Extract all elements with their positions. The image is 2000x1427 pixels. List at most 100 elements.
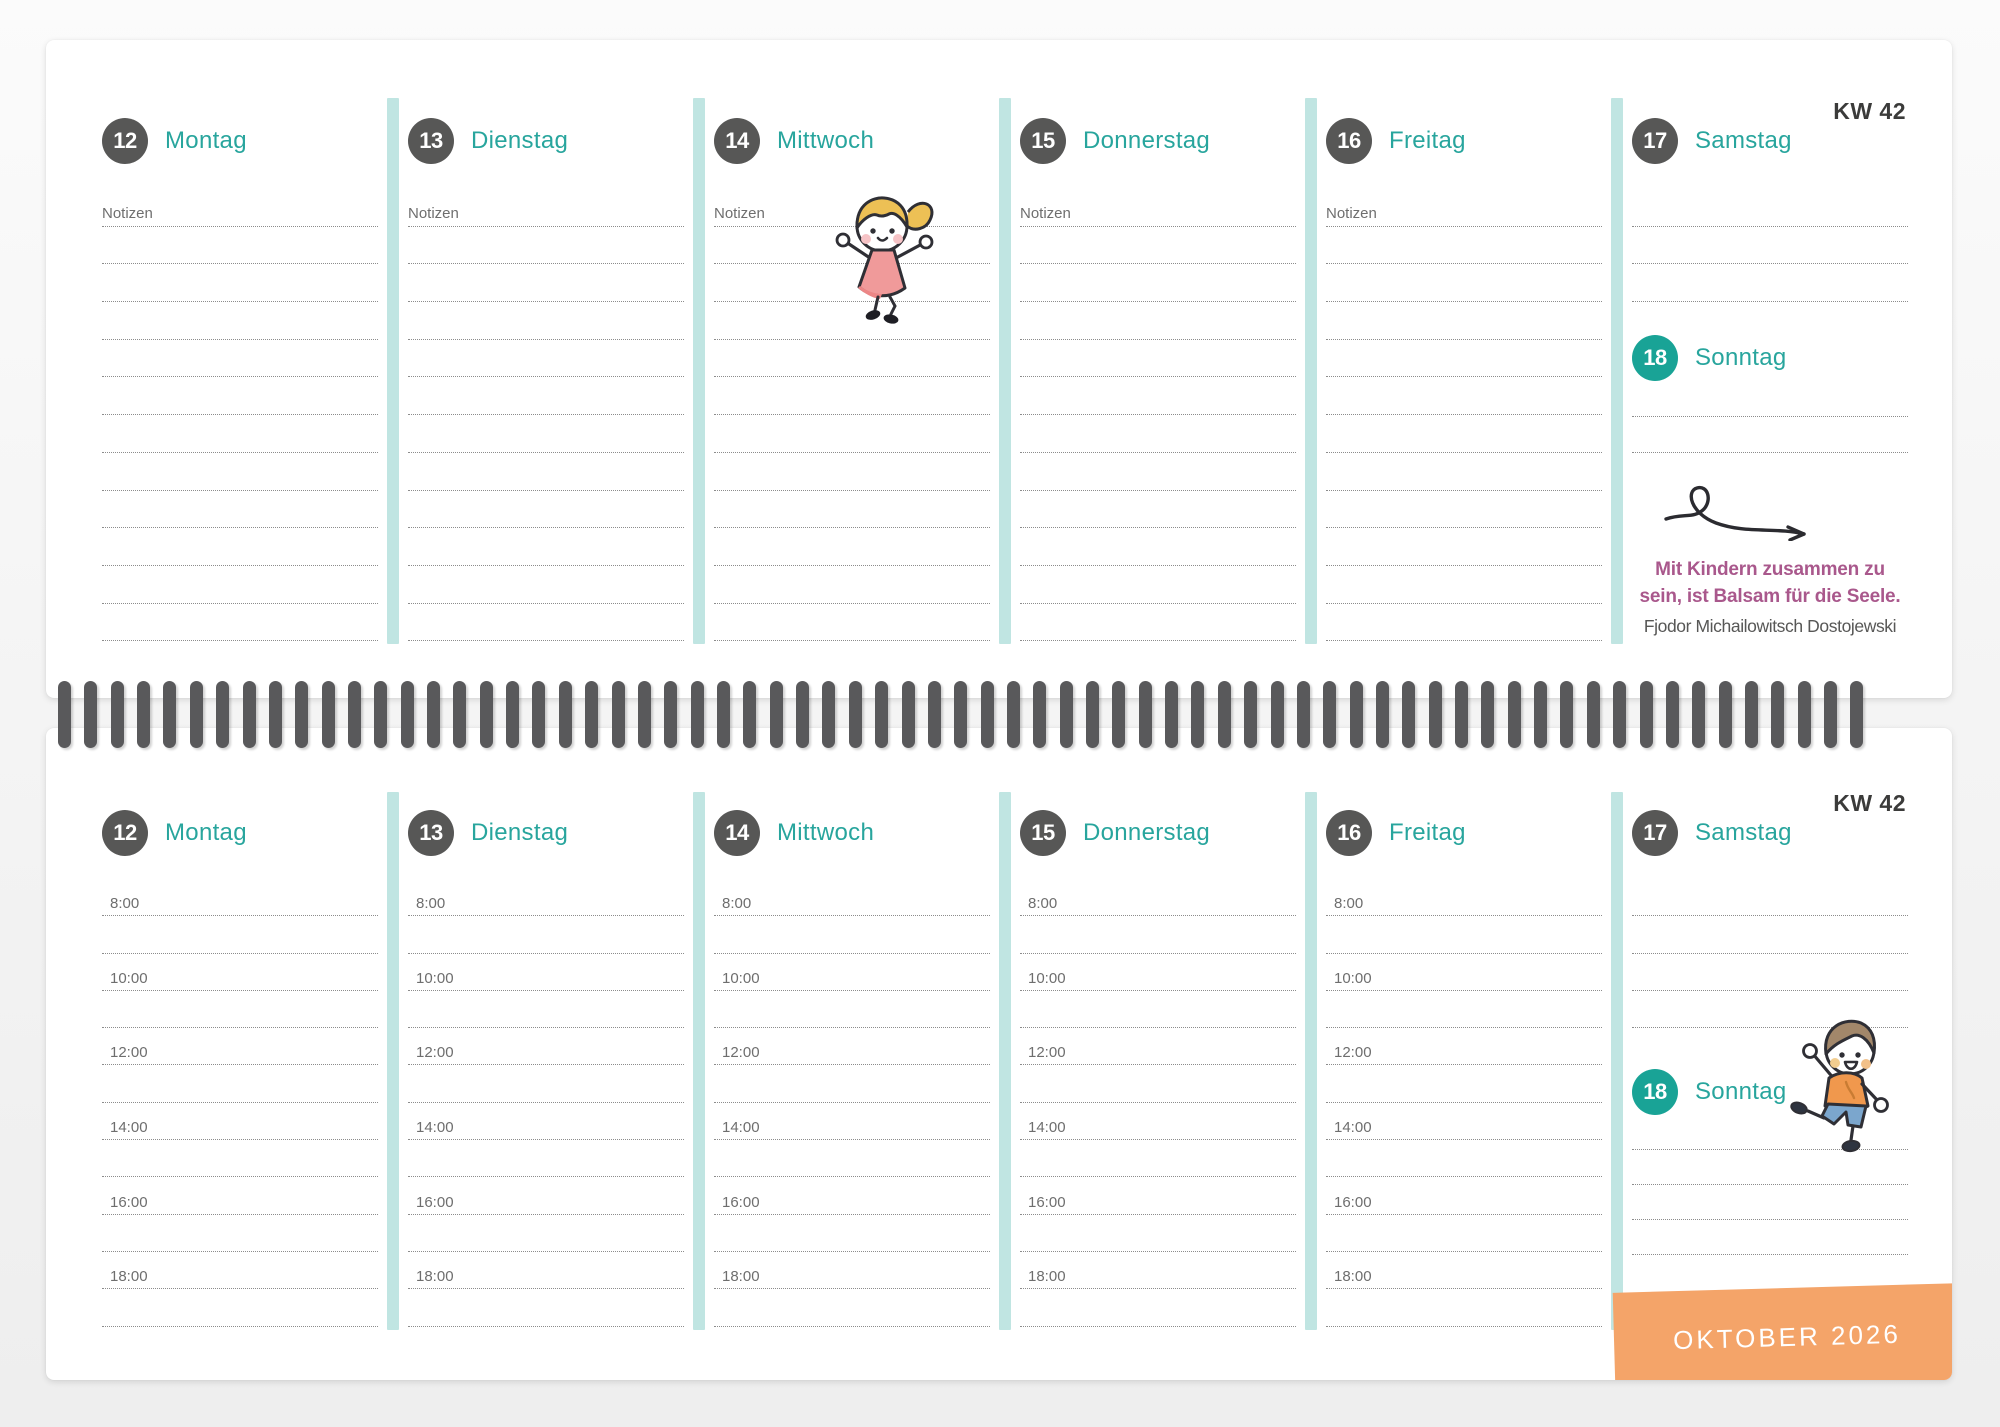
ruled-line: [1632, 1150, 1908, 1186]
ruled-line: [714, 916, 990, 954]
day-number-badge: 18: [1632, 1069, 1678, 1116]
ruled-line: [102, 1289, 378, 1327]
notes-label: Notizen: [102, 205, 153, 222]
ruled-line: [1020, 415, 1296, 453]
binding-ring: [427, 681, 441, 748]
day-name-label: Freitag: [1389, 127, 1466, 154]
binding-ring: [110, 681, 124, 748]
notes-label: Notizen: [1020, 205, 1071, 222]
ruled-line: [1020, 377, 1296, 416]
binding-ring: [1507, 681, 1521, 748]
ruled-line: 16:00: [102, 1177, 378, 1215]
binding-ring: [1323, 681, 1337, 748]
binding-ring: [84, 681, 98, 748]
calendar-week-label: KW 42: [1833, 98, 1906, 124]
binding-ring: [1428, 681, 1442, 748]
binding-ring: [1665, 681, 1679, 748]
day-header-mittwoch: 14 Mittwoch: [714, 118, 990, 164]
notes-lines: Notizen: [102, 189, 378, 642]
column-mittwoch-notes: 14 Mittwoch Notizen: [693, 40, 990, 698]
day-name-label: Dienstag: [471, 127, 569, 154]
day-number-badge: 12: [102, 810, 148, 856]
time-label: 14:00: [416, 1119, 454, 1137]
day-header-sonntag: 18 Sonntag: [1632, 335, 1908, 382]
time-label: 12:00: [110, 1044, 148, 1062]
binding-ring: [1797, 681, 1811, 748]
binding-ring: [1481, 681, 1495, 748]
binding-ring: [1745, 681, 1758, 748]
curly-arrow-doodle-icon: [1662, 479, 1822, 542]
ruled-line: [714, 1140, 990, 1178]
column-montag-schedule: 12 Montag 8:00 10:00 12:00 14:00 16:00 18:00: [102, 728, 378, 1380]
ruled-line: 14:00: [102, 1103, 378, 1141]
binding-ring: [954, 681, 968, 748]
binding-ring: [769, 681, 783, 748]
bottom-columns: 12 Montag 8:00 10:00 12:00 14:00 16:00 18:00 …: [46, 728, 1952, 1380]
time-label: 12:00: [1028, 1044, 1066, 1062]
schedule-lines: 8:00 10:00 12:00 14:00 16:00 18:00: [714, 879, 990, 1327]
column-mittwoch-schedule: 14 Mittwoch 8:00 10:00 12:00 14:00 16:00 18:0…: [693, 728, 990, 1380]
binding-ring: [1059, 681, 1073, 748]
ruled-line: [1020, 1140, 1296, 1178]
column-montag-notes: 12 Montag Notizen: [102, 40, 378, 698]
binding-ring: [716, 681, 730, 748]
ruled-line: [714, 453, 990, 491]
day-name-label: Sonntag: [1695, 1078, 1787, 1106]
ruled-line: [714, 604, 990, 642]
ruled-line: [1020, 227, 1296, 265]
day-number-badge: 12: [102, 118, 148, 164]
spiral-binding: [58, 681, 1864, 748]
ruled-line: [1632, 189, 1908, 227]
ruled-line: 8:00: [102, 879, 378, 917]
ruled-line: [1326, 453, 1602, 491]
ruled-line: [1326, 227, 1602, 265]
ruled-line: [1020, 604, 1296, 642]
day-number-badge: 17: [1632, 810, 1678, 856]
ruled-line: [408, 377, 684, 416]
ruled-line: [102, 302, 378, 340]
notes-lines: [1632, 381, 1908, 454]
calendar-week-label: KW 42: [1833, 790, 1906, 816]
ruled-line: 18:00: [102, 1252, 378, 1290]
notes-lines: [1632, 189, 1908, 303]
ruled-line: 8:00: [1326, 879, 1602, 917]
weekly-quote: Mit Kindern zusammen zu sein, ist Balsam…: [1632, 557, 1908, 637]
ruled-line: [408, 1140, 684, 1178]
binding-ring: [1086, 681, 1100, 748]
ruled-line: [1326, 377, 1602, 416]
ruled-line: [102, 227, 378, 265]
ruled-line: [408, 1065, 684, 1103]
ruled-line: [1326, 340, 1602, 378]
ruled-line: [102, 453, 378, 491]
binding-ring: [743, 681, 757, 748]
binding-ring: [1296, 681, 1310, 748]
ruled-line: [1020, 264, 1296, 303]
schedule-lines: 8:00 10:00 12:00 14:00 16:00 18:00: [102, 879, 378, 1327]
ruled-line: [714, 415, 990, 453]
notes-lines: Notizen: [408, 189, 684, 642]
ruled-line: [1020, 916, 1296, 954]
ruled-line: 10:00: [714, 954, 990, 991]
time-label: 16:00: [722, 1193, 760, 1211]
ruled-line: [1632, 381, 1908, 418]
binding-ring: [1165, 681, 1179, 748]
binding-ring: [1217, 681, 1231, 748]
time-label: 16:00: [110, 1193, 148, 1211]
ruled-line: [408, 340, 684, 378]
notes-label: Notizen: [1326, 205, 1377, 222]
binding-ring: [1455, 681, 1469, 748]
day-header-freitag: 16 Freitag: [1326, 810, 1602, 856]
ruled-line: [1326, 528, 1602, 566]
ruled-line: [714, 227, 990, 265]
ruled-line: 16:00: [408, 1177, 684, 1215]
ruled-line: [714, 1065, 990, 1103]
ruled-line: [408, 991, 684, 1029]
binding-ring: [532, 681, 546, 748]
binding-ring: [1375, 681, 1389, 748]
ruled-line: [1632, 264, 1908, 303]
top-columns: 12 Montag Notizen 13 Dienstag Notizen: [46, 40, 1952, 698]
time-label: 18:00: [722, 1268, 760, 1286]
ruled-line: 18:00: [714, 1252, 990, 1290]
day-name-label: Donnerstag: [1083, 127, 1211, 154]
dancing-boy-illustration-icon: [1782, 1012, 1900, 1165]
